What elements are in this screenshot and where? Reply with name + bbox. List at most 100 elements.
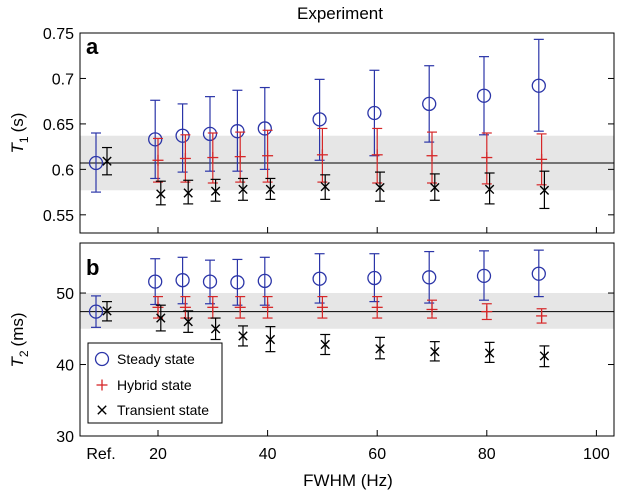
point-steady-state-b-50	[312, 271, 327, 286]
point-steady-state-a-30	[202, 126, 218, 142]
panel-b: 30 40 50 b T2 (ms) Steady state Hybrid stat…	[8, 242, 615, 446]
frame-b	[79, 242, 615, 437]
panel-a: 0.55 0.6 0.65 0.7 0.75 a T1 (s)	[8, 26, 615, 234]
point-steady-state-a-35	[230, 124, 245, 139]
point-hybrid-state-a-40	[262, 150, 274, 162]
figure-title: Experiment	[297, 4, 383, 23]
errorbar-steady-state-b-90	[533, 249, 544, 298]
point-hybrid-state-b-60	[371, 301, 383, 313]
x-tick-label-ref: Ref.	[86, 446, 115, 463]
ref-point-transient-state-a	[102, 156, 112, 166]
legend-marker-transient-state	[97, 405, 107, 415]
ref-point-steady-state-a	[88, 155, 104, 171]
point-transient-state-b-80	[484, 348, 495, 358]
legend-label-transient: Transient state	[117, 402, 209, 418]
point-transient-state-b-40	[265, 334, 276, 345]
point-steady-state-b-40	[257, 273, 272, 289]
reference-band-b	[80, 293, 614, 329]
y-axis-label-b: T2 (ms)	[8, 312, 31, 367]
point-transient-state-a-90	[539, 185, 550, 195]
y-tick-label-a-0.6: 0.6	[52, 162, 74, 179]
ref-point-steady-state-b	[88, 304, 104, 319]
ref-errorbar-steady-state-b	[91, 295, 101, 328]
point-steady-state-a-70	[422, 96, 437, 112]
panel-label-b: b	[86, 255, 99, 280]
x-tick-label-20: 20	[149, 446, 167, 463]
point-transient-state-b-90	[539, 351, 550, 361]
legend-marker-hybrid-state	[96, 379, 108, 391]
point-hybrid-state-b-50	[316, 301, 328, 313]
point-transient-state-b-25	[183, 316, 193, 327]
ref-point-transient-state-b	[102, 306, 112, 316]
legend-box	[87, 342, 223, 424]
y-label-symbol-b: T	[8, 356, 27, 368]
point-transient-state-b-30	[210, 324, 221, 334]
point-hybrid-state-a-30	[207, 152, 219, 164]
ref-errorbar-steady-state-a	[91, 132, 101, 193]
point-steady-state-a-60	[367, 105, 382, 121]
point-steady-state-a-90	[531, 78, 546, 93]
y-tick-label-a-0.75: 0.75	[43, 26, 74, 43]
point-hybrid-state-b-20	[152, 301, 164, 313]
point-hybrid-state-b-30	[207, 301, 219, 313]
point-transient-state-a-60	[375, 182, 385, 193]
y-tick-label-b-50: 50	[56, 286, 74, 303]
errorbar-steady-state-b-80	[479, 250, 489, 301]
point-hybrid-state-a-25	[179, 152, 191, 164]
point-steady-state-b-35	[230, 275, 245, 290]
point-transient-state-b-60	[375, 344, 385, 354]
point-steady-state-a-50	[312, 112, 327, 127]
y-label-sub-a: 1	[17, 136, 31, 143]
point-steady-state-b-20	[148, 274, 163, 289]
point-hybrid-state-b-90	[536, 310, 548, 322]
legend: Steady state Hybrid state Transient stat…	[87, 342, 223, 424]
point-steady-state-b-60	[367, 270, 382, 286]
point-hybrid-state-b-80	[481, 306, 493, 318]
point-steady-state-a-80	[476, 88, 492, 103]
point-transient-state-a-70	[430, 182, 440, 193]
point-steady-state-b-90	[531, 266, 546, 281]
point-transient-state-a-25	[183, 188, 193, 198]
x-tick-label-100: 100	[583, 446, 610, 463]
y-label-unit-b: (ms)	[8, 312, 27, 346]
point-steady-state-b-30	[202, 274, 218, 289]
point-hybrid-state-a-70	[426, 150, 438, 162]
legend-marker-steady-state	[94, 351, 110, 367]
x-axis: 20 40 60 80 100 Ref.	[86, 227, 610, 463]
legend-label-steady: Steady state	[117, 351, 195, 367]
point-steady-state-a-25	[175, 128, 190, 143]
y-tick-label-a-0.55: 0.55	[43, 208, 74, 225]
point-steady-state-b-80	[476, 268, 492, 284]
legend-label-hybrid: Hybrid state	[117, 377, 192, 393]
point-hybrid-state-b-40	[262, 301, 274, 313]
y-tick-label-a-0.7: 0.7	[52, 71, 74, 88]
y-label-symbol-a: T	[8, 141, 27, 153]
point-hybrid-state-a-35	[234, 151, 246, 163]
y-label-sub-b: 2	[17, 350, 31, 357]
point-transient-state-b-70	[430, 346, 440, 357]
panel-label-a: a	[86, 34, 99, 59]
point-transient-state-a-80	[484, 184, 495, 195]
y-tick-label-b-40: 40	[56, 358, 74, 375]
y-label-unit-a: (s)	[8, 113, 27, 133]
point-steady-state-b-70	[422, 270, 437, 285]
x-axis-label: FWHM (Hz)	[303, 471, 393, 490]
point-transient-state-a-30	[210, 186, 221, 196]
point-transient-state-a-20	[156, 189, 166, 199]
y-tick-label-b-30: 30	[56, 429, 74, 446]
point-transient-state-b-50	[320, 339, 330, 350]
point-steady-state-a-20	[148, 132, 163, 147]
errorbar-steady-state-a-90	[533, 38, 544, 132]
x-tick-label-60: 60	[368, 446, 386, 463]
x-tick-label-40: 40	[259, 446, 277, 463]
point-transient-state-b-35	[238, 331, 248, 341]
y-tick-label-a-0.65: 0.65	[43, 117, 74, 134]
point-hybrid-state-b-70	[426, 303, 438, 315]
point-transient-state-b-20	[156, 313, 166, 323]
point-hybrid-state-a-90	[536, 153, 548, 165]
point-steady-state-b-25	[175, 273, 190, 288]
point-transient-state-a-40	[265, 184, 276, 195]
plot-area-a	[80, 33, 614, 233]
x-tick-label-80: 80	[478, 446, 496, 463]
